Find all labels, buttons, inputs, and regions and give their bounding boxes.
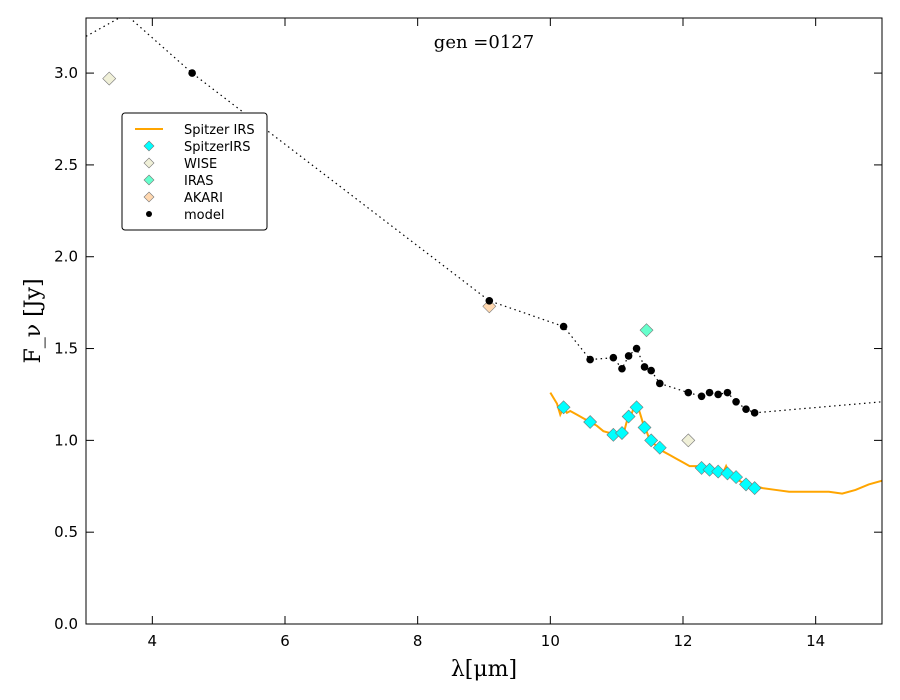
spitzerirs-point	[629, 400, 644, 415]
akari-point	[482, 299, 497, 314]
model-point	[714, 390, 722, 399]
model-point	[188, 69, 196, 77]
axis-ticks: 4 6 8 10 12 14 0.0 0.5 1.0 1.5 2.0 2.5 3.0	[54, 18, 882, 650]
spitzerirs-point	[556, 400, 571, 415]
x-tick-label: 8	[413, 632, 423, 650]
iras-point	[639, 323, 654, 338]
legend-label: WISE	[184, 157, 217, 172]
model-point	[684, 388, 693, 397]
series-layer	[86, 18, 882, 496]
spitzerirs-point	[711, 464, 726, 479]
legend-dot-swatch	[146, 211, 152, 217]
spitzerirs-point	[729, 470, 743, 485]
model-point	[624, 352, 633, 360]
model-point	[750, 409, 759, 417]
x-tick-label: 4	[148, 632, 158, 650]
legend-diamond-swatch	[143, 140, 155, 152]
spitzerirs-point	[652, 440, 667, 455]
wise-point	[102, 71, 117, 86]
model-point	[655, 379, 664, 388]
y-tick-label: 2.0	[54, 248, 78, 266]
legend-label: SpitzerIRS	[184, 140, 251, 155]
model-point	[640, 363, 649, 371]
x-tick-label: 6	[280, 632, 290, 650]
y-tick-label: 1.0	[54, 431, 78, 449]
model-point	[647, 366, 655, 375]
model-point	[559, 322, 568, 331]
x-tick-label: 14	[806, 632, 825, 650]
model-point	[632, 344, 641, 353]
y-tick-label: 0.5	[54, 523, 78, 541]
legend-diamond-swatch	[143, 174, 155, 186]
legend-label: IRAS	[184, 174, 214, 189]
y-tick-label: 0.0	[54, 615, 78, 633]
legend-diamond-swatch	[143, 157, 155, 169]
model-point	[732, 398, 740, 406]
y-tick-label: 1.5	[54, 340, 78, 358]
legend-label: Spitzer IRS	[184, 123, 255, 138]
model-point	[618, 364, 626, 373]
plot-area	[86, 18, 882, 624]
legend-label: model	[184, 208, 224, 223]
x-tick-label: 10	[541, 632, 560, 650]
spitzerirs-point	[583, 415, 598, 429]
spitzerirs-point	[747, 481, 762, 496]
model-point	[742, 405, 750, 413]
legend-box	[121, 112, 268, 231]
y-tick-label: 2.5	[54, 156, 78, 174]
model-point	[609, 353, 618, 362]
model-point	[697, 392, 706, 401]
wise-point	[681, 433, 696, 448]
spitzerirs-point	[637, 420, 652, 435]
model-point	[586, 355, 594, 364]
chart-title: gen =0127	[434, 32, 534, 53]
plot-frame	[85, 17, 883, 625]
y-axis-label: F_ν [Jy]	[21, 278, 46, 363]
x-axis-label: λ[μm]	[451, 657, 517, 682]
legend-label: AKARI	[184, 191, 223, 206]
spitzerirs-point	[615, 426, 629, 440]
spitzerirs-point	[621, 409, 636, 424]
y-tick-label: 3.0	[54, 64, 78, 82]
legend: Spitzer IRS SpitzerIRS WISE IRAS AKARI model	[121, 112, 268, 231]
model-point	[485, 297, 494, 305]
x-tick-label: 12	[673, 632, 692, 650]
model-point	[723, 388, 732, 397]
legend-diamond-swatch	[143, 191, 155, 203]
spitzerirs-point	[644, 433, 659, 448]
model-point	[705, 388, 714, 397]
